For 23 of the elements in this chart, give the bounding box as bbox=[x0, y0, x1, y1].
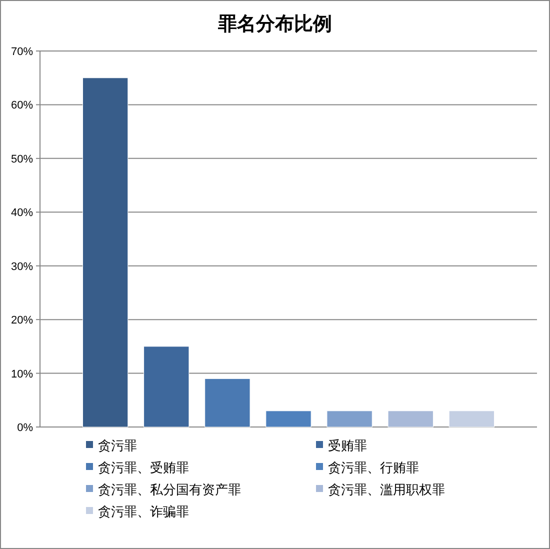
y-tick-label: 10% bbox=[10, 368, 34, 380]
bar bbox=[82, 78, 128, 428]
legend-label: 贪污罪、受贿罪 bbox=[98, 460, 189, 475]
chart-title: 罪名分布比例 bbox=[217, 13, 332, 35]
bar bbox=[326, 410, 372, 428]
y-tick-label: 20% bbox=[10, 314, 34, 327]
legend-label: 贪污罪、滥用职权罪 bbox=[328, 482, 445, 497]
bar bbox=[388, 410, 434, 428]
y-tick-label: 0% bbox=[17, 422, 34, 434]
y-tick-label: 30% bbox=[10, 260, 34, 273]
legend-label: 贪污罪 bbox=[98, 438, 137, 453]
legend-label: 贪污罪、私分国有资产罪 bbox=[98, 482, 241, 497]
bar bbox=[448, 410, 495, 428]
bar bbox=[266, 410, 312, 428]
bar bbox=[144, 346, 190, 428]
bar bbox=[204, 378, 250, 428]
y-tick-label: 60% bbox=[10, 100, 34, 112]
legend-label: 贪污罪、诈骗罪 bbox=[98, 504, 189, 519]
y-tick-label: 50% bbox=[10, 153, 34, 166]
y-tick-label: 70% bbox=[10, 46, 34, 58]
legend-label: 受贿罪 bbox=[328, 438, 367, 453]
legend-label: 贪污罪、行贿罪 bbox=[328, 460, 419, 475]
y-tick-label: 40% bbox=[10, 207, 34, 220]
